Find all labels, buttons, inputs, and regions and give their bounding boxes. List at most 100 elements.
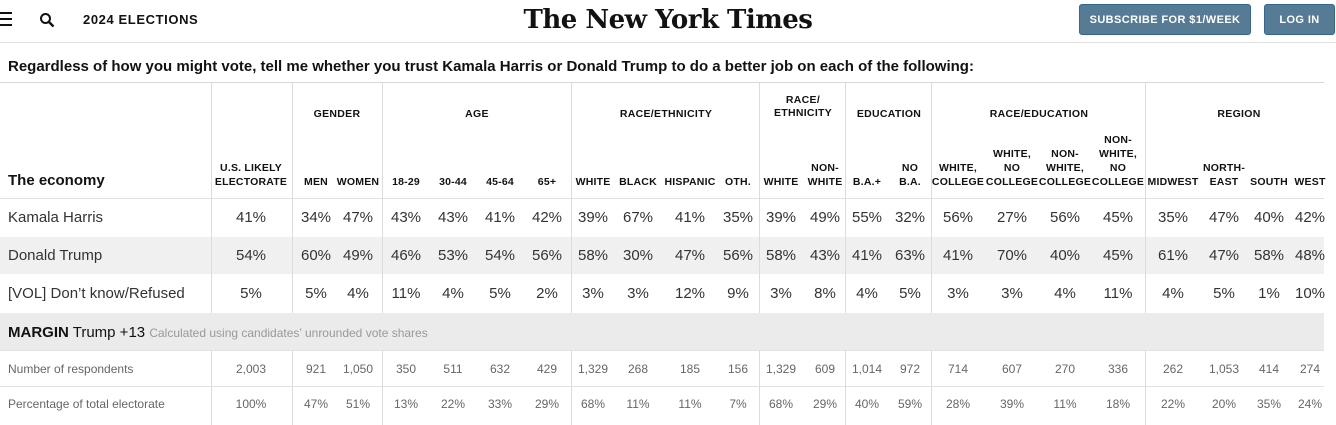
column-header-line: COLLEGE (931, 176, 985, 188)
column-header: WHITE (576, 175, 611, 189)
topic-label: The economy (8, 172, 105, 189)
column-header-line: U.S. LIKELY (220, 162, 282, 174)
divider (759, 83, 760, 313)
divider (845, 350, 846, 425)
stat-cell: 414 (1258, 362, 1280, 376)
column-header: 30-44 (439, 175, 467, 189)
column-header: WHITE, NO COLLEGE (986, 147, 1038, 189)
table-cell: 46% (390, 247, 422, 264)
column-header-line: B.A. (899, 176, 921, 188)
column-header: WOMEN (337, 175, 379, 189)
table-cell: 2% (536, 285, 558, 302)
stat-cell: 350 (395, 362, 417, 376)
column-header-line: MEN (304, 176, 328, 188)
table-cell: 49% (342, 247, 374, 264)
group-header-gender: GENDER (313, 108, 361, 120)
column-header-line: MIDWEST (1147, 176, 1199, 188)
stat-label: Percentage of total electorate (8, 397, 165, 411)
table-cell: 47% (1208, 209, 1240, 226)
stat-cell: 156 (727, 362, 749, 376)
group-header-race-ethnicity-2: RACE/ ETHNICITY (763, 94, 843, 120)
table-cell: 56% (722, 247, 754, 264)
column-header-line: WHITE, (1099, 148, 1137, 160)
stat-cell: 40% (854, 397, 880, 411)
table-cell: 8% (814, 285, 836, 302)
column-header-line: SOUTH (1250, 176, 1288, 188)
margin-label: MARGIN (8, 324, 69, 341)
column-header: B.A.+ (853, 175, 881, 189)
divider (1145, 83, 1146, 313)
table-cell: 30% (622, 247, 654, 264)
row-label: Kamala Harris (8, 209, 104, 226)
login-button[interactable]: LOG IN (1264, 4, 1335, 35)
subscribe-button[interactable]: SUBSCRIBE FOR $1/WEEK (1079, 4, 1251, 35)
stat-cell: 714 (947, 362, 969, 376)
stat-cell: 921 (305, 362, 327, 376)
stat-cell: 2,003 (235, 362, 267, 376)
divider (0, 350, 1324, 351)
table-cell: 11% (391, 285, 421, 302)
column-header-line: WEST (1294, 176, 1326, 188)
group-header-education: EDUCATION (856, 108, 922, 120)
table-cell: 12% (674, 285, 706, 302)
stat-cell: 51% (345, 397, 371, 411)
stat-cell: 18% (1105, 397, 1131, 411)
stat-cell: 972 (899, 362, 921, 376)
search-icon[interactable] (39, 12, 55, 28)
menu-icon[interactable] (0, 12, 12, 26)
column-header-line: WHITE (763, 176, 799, 188)
table-cell: 32% (894, 209, 926, 226)
column-header-line: 30-44 (439, 176, 467, 188)
column-header-line: WHITE (575, 176, 611, 188)
divider (292, 83, 293, 313)
column-header: WHITE, COLLEGE (932, 161, 984, 189)
stat-cell: 100% (235, 397, 267, 411)
stat-cell: 33% (487, 397, 513, 411)
column-header: MIDWEST (1148, 175, 1199, 189)
table-cell: 41% (235, 209, 267, 226)
table-cell: 5% (489, 285, 511, 302)
table-cell: 47% (1208, 247, 1240, 264)
table-cell: 67% (622, 209, 654, 226)
table-cell: 49% (809, 209, 841, 226)
column-header: NORTH- EAST (1203, 161, 1245, 189)
table-cell: 39% (765, 209, 797, 226)
divider (382, 350, 383, 425)
stat-cell: 1,050 (342, 362, 374, 376)
stat-cell: 609 (814, 362, 836, 376)
table-cell: 58% (765, 247, 797, 264)
stat-cell: 11% (1053, 397, 1077, 411)
table-cell: 4% (1162, 285, 1184, 302)
margin-background (0, 313, 1324, 350)
divider (571, 350, 572, 425)
divider (382, 83, 383, 313)
stat-cell: 29% (812, 397, 838, 411)
column-header: HISPANIC (665, 175, 716, 189)
column-header: WEST (1294, 175, 1325, 189)
table-cell: 43% (809, 247, 841, 264)
table-cell: 58% (577, 247, 609, 264)
table-cell: 41% (484, 209, 516, 226)
stat-cell: 47% (303, 397, 329, 411)
table-cell: 40% (1253, 209, 1285, 226)
column-header-line: NON- (1051, 148, 1079, 160)
table-cell: 4% (856, 285, 878, 302)
table-cell: 61% (1157, 247, 1189, 264)
stat-cell: 1,329 (577, 362, 609, 376)
table-cell: 5% (305, 285, 327, 302)
group-header-line: ETHNICITY (773, 107, 833, 119)
nyt-logo[interactable]: The New York Times (523, 5, 813, 35)
stat-cell: 7% (729, 397, 747, 411)
stat-cell: 1,053 (1208, 362, 1240, 376)
stat-cell: 29% (534, 397, 560, 411)
table-cell: 1% (1258, 285, 1280, 302)
table-cell: 4% (347, 285, 369, 302)
section-label[interactable]: 2024 ELECTIONS (83, 12, 199, 27)
stat-cell: 336 (1107, 362, 1129, 376)
table-cell: 9% (727, 285, 749, 302)
table-cell: 3% (1001, 285, 1023, 302)
divider (845, 83, 846, 313)
table-cell: 3% (770, 285, 792, 302)
column-header-line: HISPANIC (664, 176, 716, 188)
table-cell: 5% (1213, 285, 1235, 302)
